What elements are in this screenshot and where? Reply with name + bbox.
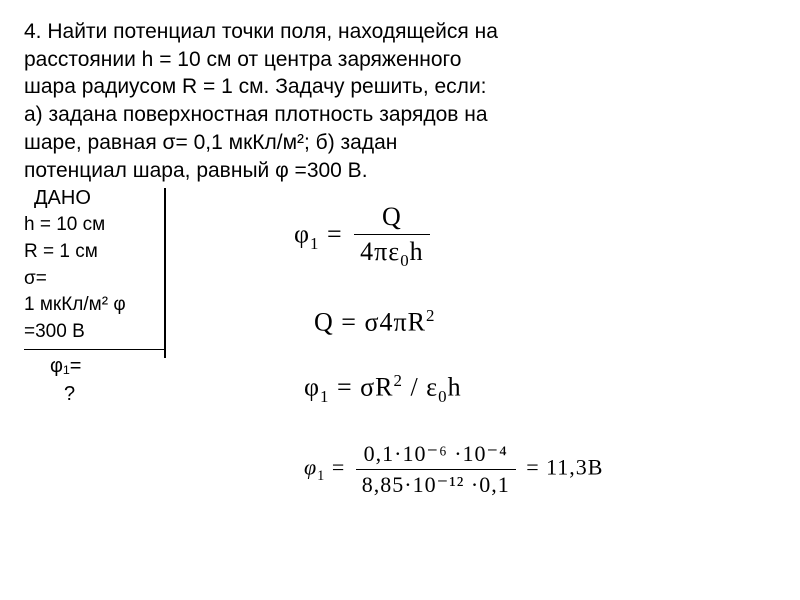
find-block: φ₁= ? xyxy=(50,352,194,408)
problem-line: расстоянии h = 10 см от центра заряженно… xyxy=(24,46,776,74)
eq1-eq: = xyxy=(319,220,350,249)
given-h: h = 10 см xyxy=(24,212,164,239)
final-num: 0,1·10⁻⁶ ·10⁻⁴ xyxy=(356,441,516,470)
equations-column: φ1 = Q 4πε0h Q = σ4πR2 φ1 = σR2 / ε0h φ1… xyxy=(214,188,776,532)
given-phi: =300 В xyxy=(24,319,164,346)
equation-final: φ1 = 0,1·10⁻⁶ ·10⁻⁴ 8,85·10⁻¹² ·0,1 = 11… xyxy=(304,441,776,498)
final-den: 8,85·10⁻¹² ·0,1 xyxy=(356,470,516,498)
given-sigma-val: 1 мкКл/м² φ xyxy=(24,292,164,319)
given-column: ДАНО h = 10 см R = 1 см σ= 1 мкКл/м² φ =… xyxy=(24,188,194,532)
eq1-lhs: φ xyxy=(294,220,310,249)
eq2-sup: 2 xyxy=(426,306,435,325)
given-title: ДАНО xyxy=(34,184,194,212)
divider-vertical xyxy=(164,188,166,358)
eq2-a: Q = σ4πR xyxy=(314,307,426,336)
problem-line: шара радиусом R = 1 см. Задачу решить, е… xyxy=(24,73,776,101)
eq1-den: 4πε0h xyxy=(354,235,430,271)
final-rhs: = 11,3В xyxy=(520,455,604,480)
given-block: h = 10 см R = 1 см σ= 1 мкКл/м² φ =300 В xyxy=(24,212,164,350)
find-phi1: φ₁= xyxy=(50,352,194,380)
problem-line: потенциал шара, равный φ =300 В. xyxy=(24,157,776,185)
find-q: ? xyxy=(64,380,194,408)
final-fraction: 0,1·10⁻⁶ ·10⁻⁴ 8,85·10⁻¹² ·0,1 xyxy=(356,441,516,498)
given-R: R = 1 см xyxy=(24,239,164,266)
equation-Q: Q = σ4πR2 xyxy=(314,306,776,338)
problem-line: шаре, равная σ= 0,1 мкКл/м²; б) задан xyxy=(24,129,776,157)
solution-body: ДАНО h = 10 см R = 1 см σ= 1 мкКл/м² φ =… xyxy=(24,188,776,532)
given-sigma: σ= xyxy=(24,266,164,293)
problem-line: 4. Найти потенциал точки поля, находящей… xyxy=(24,18,776,46)
problem-statement: 4. Найти потенциал точки поля, находящей… xyxy=(24,18,776,184)
eq1-num: Q xyxy=(354,202,430,235)
problem-line: а) задана поверхностная плотность зарядо… xyxy=(24,101,776,129)
equation-phi1: φ1 = Q 4πε0h xyxy=(294,202,776,271)
eq1-fraction: Q 4πε0h xyxy=(354,202,430,271)
equation-phi1-derived: φ1 = σR2 / ε0h xyxy=(304,371,776,407)
